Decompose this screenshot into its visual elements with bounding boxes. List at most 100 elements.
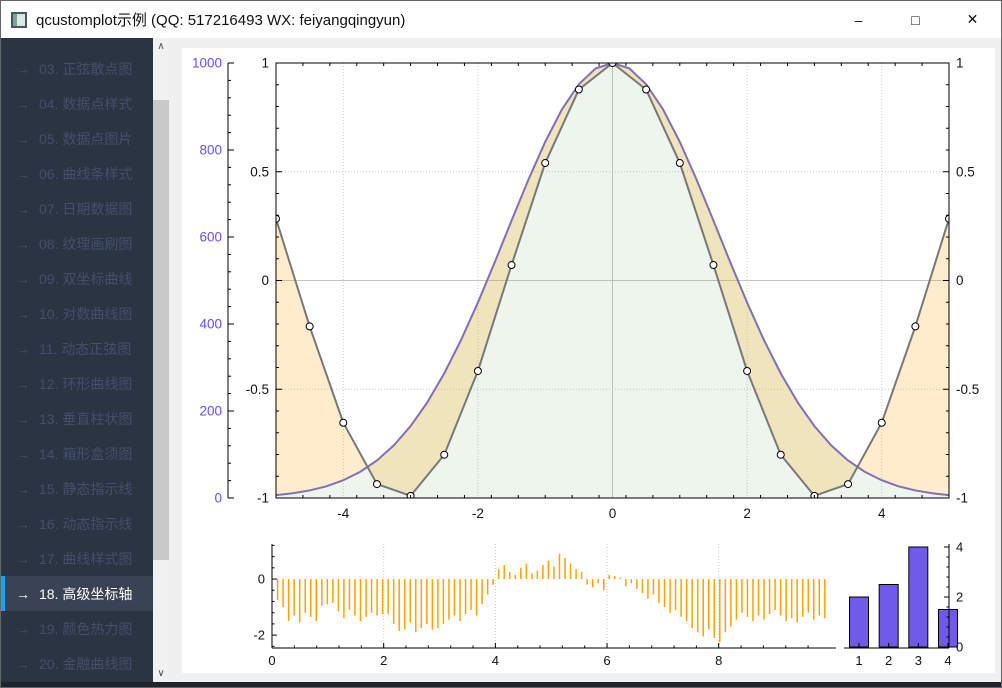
arrow-icon: → [16,550,30,567]
svg-text:4: 4 [492,653,499,668]
sidebar-item-label: 13. 垂直柱状图 [39,410,133,427]
sidebar-item-11[interactable]: → 11. 动态正弦图 [1,331,153,366]
svg-text:2: 2 [956,590,963,605]
svg-text:200: 200 [199,404,222,419]
sidebar-item-12[interactable]: → 12. 环形曲线图 [1,366,153,401]
svg-text:0: 0 [268,653,275,668]
svg-text:0.5: 0.5 [956,164,975,179]
svg-text:1: 1 [855,653,862,668]
sidebar-item-label: 14. 箱形盒须图 [39,445,133,462]
sidebar-item-label: 04. 数据点样式 [39,95,133,112]
sidebar-item-03[interactable]: → 03. 正弦散点图 [1,51,153,86]
sidebar-item-label: 16. 动态指示线 [39,515,133,532]
title-bar: qcustomplot示例 (QQ: 517216493 WX: feiyang… [1,1,1001,38]
svg-text:-0.5: -0.5 [956,382,979,397]
sidebar-item-05[interactable]: → 05. 数据点图片 [1,121,153,156]
arrow-icon: → [16,445,30,462]
sidebar-item-label: 19. 颜色热力图 [39,620,133,637]
arrow-icon: → [16,270,30,287]
minimize-button[interactable]: – [830,1,887,38]
sidebar-item-label: 11. 动态正弦图 [39,340,132,357]
svg-text:-1: -1 [257,491,269,506]
svg-text:-2: -2 [472,506,484,521]
plot-panel: -4 -2 0 2 4 1 0.5 0 -0.5 -1 1 0.5 0 -0.5 -1 1000 800 600 4… [169,38,1001,682]
sidebar-item-label: 03. 正弦散点图 [39,60,133,77]
svg-text:800: 800 [199,143,222,158]
arrow-icon: → [16,375,30,392]
svg-text:-2: -2 [253,628,265,643]
svg-text:3: 3 [915,653,922,668]
arrow-icon: → [16,95,30,112]
arrow-icon: → [16,410,30,427]
window-title: qcustomplot示例 (QQ: 517216493 WX: feiyang… [36,12,406,29]
sidebar-nav: → 03. 正弦散点图 → 04. 数据点样式 → 05. 数据点图片 → 06. 曲线条样式… [1,38,153,682]
sidebar-item-08[interactable]: → 08. 纹理画刷图 [1,226,153,261]
svg-text:6: 6 [603,653,610,668]
scrollbar-down-icon[interactable]: ∨ [157,668,165,679]
qcustomplot-canvas[interactable]: -4 -2 0 2 410.50-0.5-110.50-0.5-110008006004… [169,38,1001,682]
sidebar-item-label: 07. 日期数据图 [39,200,133,217]
arrow-icon: → [16,480,30,497]
svg-text:0: 0 [956,273,964,288]
svg-text:8: 8 [715,653,722,668]
arrow-icon: → [16,165,30,182]
svg-text:4: 4 [956,540,963,555]
sidebar-item-label: 09. 双坐标曲线 [39,270,133,287]
sidebar-item-06[interactable]: → 06. 曲线条样式 [1,156,153,191]
arrow-icon: → [16,620,30,637]
arrow-icon: → [16,200,30,217]
sidebar-item-09[interactable]: → 09. 双坐标曲线 [1,261,153,296]
svg-text:0: 0 [261,273,269,288]
bar-chart: 4 2 0 1 2 3 4 [844,540,963,668]
arrow-icon: → [16,340,30,357]
sidebar-item-20[interactable]: → 20. 金融曲线图 [1,646,153,681]
arrow-icon: → [16,515,30,532]
sidebar-item-label: 05. 数据点图片 [39,130,133,147]
clipped-bottom-strip [1,682,1001,687]
sidebar-item-label: 15. 静态指示线 [39,480,133,497]
main-plottables [276,63,949,498]
arrow-icon: → [16,585,30,602]
arrow-icon: → [16,130,30,147]
svg-text:-1: -1 [956,491,968,506]
sidebar-item-04[interactable]: → 04. 数据点样式 [1,86,153,121]
scrollbar-thumb[interactable] [153,100,169,560]
sidebar-item-label: 18. 高级坐标轴 [39,585,133,602]
svg-text:1: 1 [956,56,964,71]
sidebar-item-16[interactable]: → 16. 动态指示线 [1,506,153,541]
sidebar-item-14[interactable]: → 14. 箱形盒须图 [1,436,153,471]
svg-text:0: 0 [258,572,265,587]
svg-text:2: 2 [743,506,751,521]
svg-text:-4: -4 [337,506,349,521]
arrow-icon: → [16,305,30,322]
close-button[interactable]: ✕ [944,1,1001,38]
window-controls: – □ ✕ [830,1,1001,38]
sidebar-item-label: 17. 曲线样式图 [39,550,133,567]
svg-text:0.5: 0.5 [250,164,269,179]
svg-text:600: 600 [199,230,222,245]
impulse-chart: 0-20 2 4 6 8 [253,544,836,668]
arrow-icon: → [16,60,30,77]
svg-text:0: 0 [609,506,617,521]
sidebar-item-label: 06. 曲线条样式 [39,165,133,182]
svg-text:-0.5: -0.5 [246,382,269,397]
svg-text:4: 4 [878,506,886,521]
sidebar-item-label: 20. 金融曲线图 [39,655,133,672]
scrollbar-up-icon[interactable]: ∧ [157,41,165,52]
sidebar-item-18[interactable]: → 18. 高级坐标轴 [1,576,153,611]
sidebar-item-13[interactable]: → 13. 垂直柱状图 [1,401,153,436]
sidebar-item-19[interactable]: → 19. 颜色热力图 [1,611,153,646]
svg-text:4: 4 [944,653,951,668]
sidebar-item-label: 12. 环形曲线图 [39,375,133,392]
maximize-button[interactable]: □ [887,1,944,38]
sidebar-scrollbar[interactable]: ∧ ∨ [153,38,169,682]
svg-text:1: 1 [261,56,269,71]
sidebar-item-label: 08. 纹理画刷图 [39,235,133,252]
sidebar-item-17[interactable]: → 17. 曲线样式图 [1,541,153,576]
sidebar-item-15[interactable]: → 15. 静态指示线 [1,471,153,506]
app-icon [11,11,27,28]
arrow-icon: → [16,655,30,672]
sidebar-item-07[interactable]: → 07. 日期数据图 [1,191,153,226]
sidebar-item-10[interactable]: → 10. 对数曲线图 [1,296,153,331]
svg-text:2: 2 [380,653,387,668]
